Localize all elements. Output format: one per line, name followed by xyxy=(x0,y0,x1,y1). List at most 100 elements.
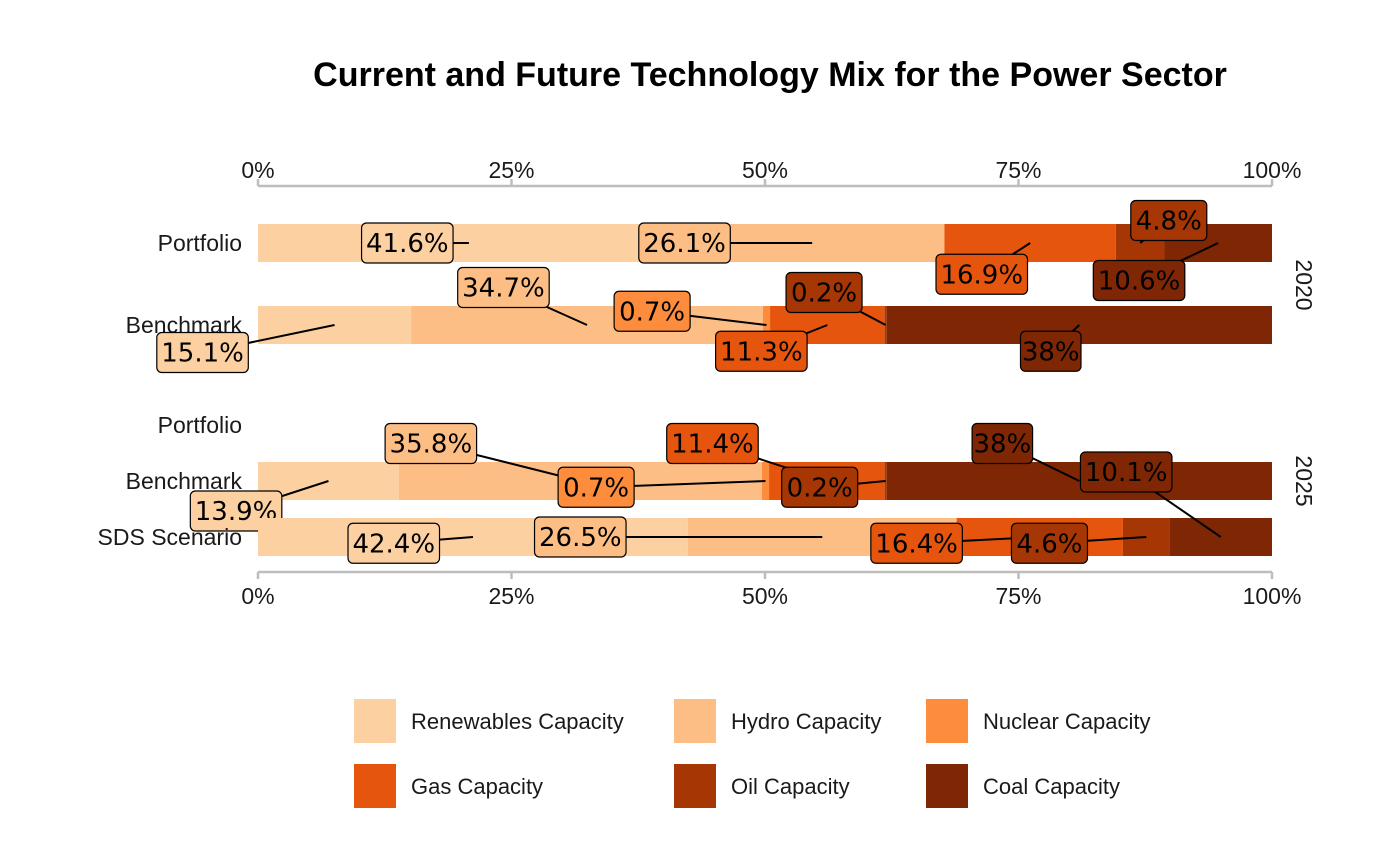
row-label: Portfolio xyxy=(158,412,242,438)
x-tick-label: 0% xyxy=(241,583,274,609)
facet-label: 2025 xyxy=(1291,455,1317,506)
row-portfolio: Portfolio 41.6% 26.1% 16.9% 4.8% 10.6% xyxy=(158,199,1272,302)
legend-swatch xyxy=(354,699,396,743)
row-portfolio: Portfolio xyxy=(158,412,242,438)
legend-swatch xyxy=(354,764,396,808)
row-label: Benchmark xyxy=(126,468,243,494)
data-label-group: 38% xyxy=(1019,324,1082,372)
x-tick-label: 100% xyxy=(1243,157,1302,183)
x-tick-label: 25% xyxy=(488,583,534,609)
data-label: 0.2% xyxy=(791,279,857,309)
legend-swatch xyxy=(926,764,968,808)
legend-item: Gas Capacity xyxy=(354,764,543,808)
x-tick-label: 75% xyxy=(995,157,1041,183)
x-tick-label: 100% xyxy=(1243,583,1302,609)
row-sds-scenario: SDS Scenario 42.4% 26.5% 16.4% 4.6% 10.1% xyxy=(98,451,1272,564)
data-label: 16.4% xyxy=(875,529,958,559)
data-label-group: 41.6% xyxy=(360,222,469,264)
data-label-group: 11.4% xyxy=(666,422,828,482)
data-label-group: 26.5% xyxy=(533,516,823,558)
data-label-box xyxy=(870,522,963,564)
data-label: 0.7% xyxy=(619,297,685,327)
data-label: 16.9% xyxy=(940,260,1023,290)
data-label-group: 4.6% xyxy=(1010,522,1147,564)
legend-item: Nuclear Capacity xyxy=(926,699,1151,743)
data-label-box xyxy=(457,266,550,309)
legend-item: Coal Capacity xyxy=(926,764,1120,808)
data-label: 26.5% xyxy=(539,523,622,553)
data-label: 10.1% xyxy=(1085,458,1168,488)
data-label-group: 26.1% xyxy=(638,222,813,264)
data-label-box xyxy=(533,516,627,558)
row-label: Portfolio xyxy=(158,230,242,256)
data-label: 0.2% xyxy=(787,473,853,503)
legend-item: Renewables Capacity xyxy=(354,699,624,743)
x-tick-label: 50% xyxy=(742,583,788,609)
data-label-group: 34.7% xyxy=(457,266,588,326)
data-label-group: 0.2% xyxy=(785,271,887,326)
data-label-group: 10.1% xyxy=(1079,451,1222,538)
data-label: 4.8% xyxy=(1136,207,1202,237)
data-label-group: 0.7% xyxy=(613,290,767,332)
data-label-box xyxy=(1010,522,1089,564)
x-axis-top: 0% 25% 50% 75% 100% xyxy=(241,157,1302,188)
data-label: 35.8% xyxy=(390,430,473,460)
legend-label: Gas Capacity xyxy=(411,774,543,799)
legend-swatch xyxy=(674,699,716,743)
facet-label: 2020 xyxy=(1291,259,1317,310)
x-tick-label: 50% xyxy=(742,157,788,183)
data-label-group: 11.3% xyxy=(715,324,828,372)
row-label: SDS Scenario xyxy=(98,524,242,550)
data-label-group: 4.8% xyxy=(1130,199,1208,244)
legend-item: Oil Capacity xyxy=(674,764,850,808)
chart-title: Current and Future Technology Mix for th… xyxy=(313,56,1227,94)
data-label-box xyxy=(384,422,478,465)
data-label: 4.6% xyxy=(1016,529,1082,559)
data-label-group: 15.1% xyxy=(156,324,335,374)
data-label-box xyxy=(715,330,808,372)
data-label-group: 0.7% xyxy=(557,466,766,508)
data-label-box xyxy=(971,422,1034,465)
data-label-box xyxy=(785,271,863,314)
legend-label: Oil Capacity xyxy=(731,774,850,799)
legend-label: Hydro Capacity xyxy=(731,709,881,734)
data-label-box xyxy=(1092,259,1186,302)
data-label-box xyxy=(156,331,249,374)
data-label-group: 38% xyxy=(971,422,1080,482)
data-label-box xyxy=(1130,199,1208,242)
facet-2025: 2025PortfolioBenchmark13.9%35.8%0.7%11.4… xyxy=(98,412,1317,564)
legend-swatch xyxy=(674,764,716,808)
data-label: 38% xyxy=(973,430,1031,460)
data-label-box xyxy=(347,522,441,564)
data-label-box xyxy=(666,422,759,465)
data-label-group: 35.8% xyxy=(384,422,581,482)
data-label: 11.4% xyxy=(671,430,754,460)
legend: Renewables Capacity Hydro Capacity Nuclear… xyxy=(354,699,1151,808)
legend-label: Renewables Capacity xyxy=(411,709,624,734)
data-label-group: 16.4% xyxy=(870,522,1040,564)
data-label: 41.6% xyxy=(366,229,449,259)
x-tick-label: 0% xyxy=(241,157,274,183)
data-label-box xyxy=(935,253,1029,295)
legend-item: Hydro Capacity xyxy=(674,699,881,743)
legend-label: Coal Capacity xyxy=(983,774,1120,799)
x-axis-bottom: 0% 25% 50% 75% 100% xyxy=(241,570,1302,609)
x-tick-label: 75% xyxy=(995,583,1041,609)
data-label: 26.1% xyxy=(643,229,726,259)
data-label: 38% xyxy=(1022,337,1080,367)
data-label-group: 42.4% xyxy=(347,522,474,564)
data-label-group: 0.2% xyxy=(781,466,886,508)
data-label-box xyxy=(557,466,635,508)
data-label-box xyxy=(638,222,731,264)
data-label: 34.7% xyxy=(462,274,545,304)
data-label: 10.6% xyxy=(1098,267,1181,297)
x-tick-label: 25% xyxy=(488,157,534,183)
data-label-box xyxy=(781,466,859,508)
data-label-box xyxy=(1019,330,1082,372)
data-label-box xyxy=(360,222,454,264)
data-label: 42.4% xyxy=(352,529,435,559)
